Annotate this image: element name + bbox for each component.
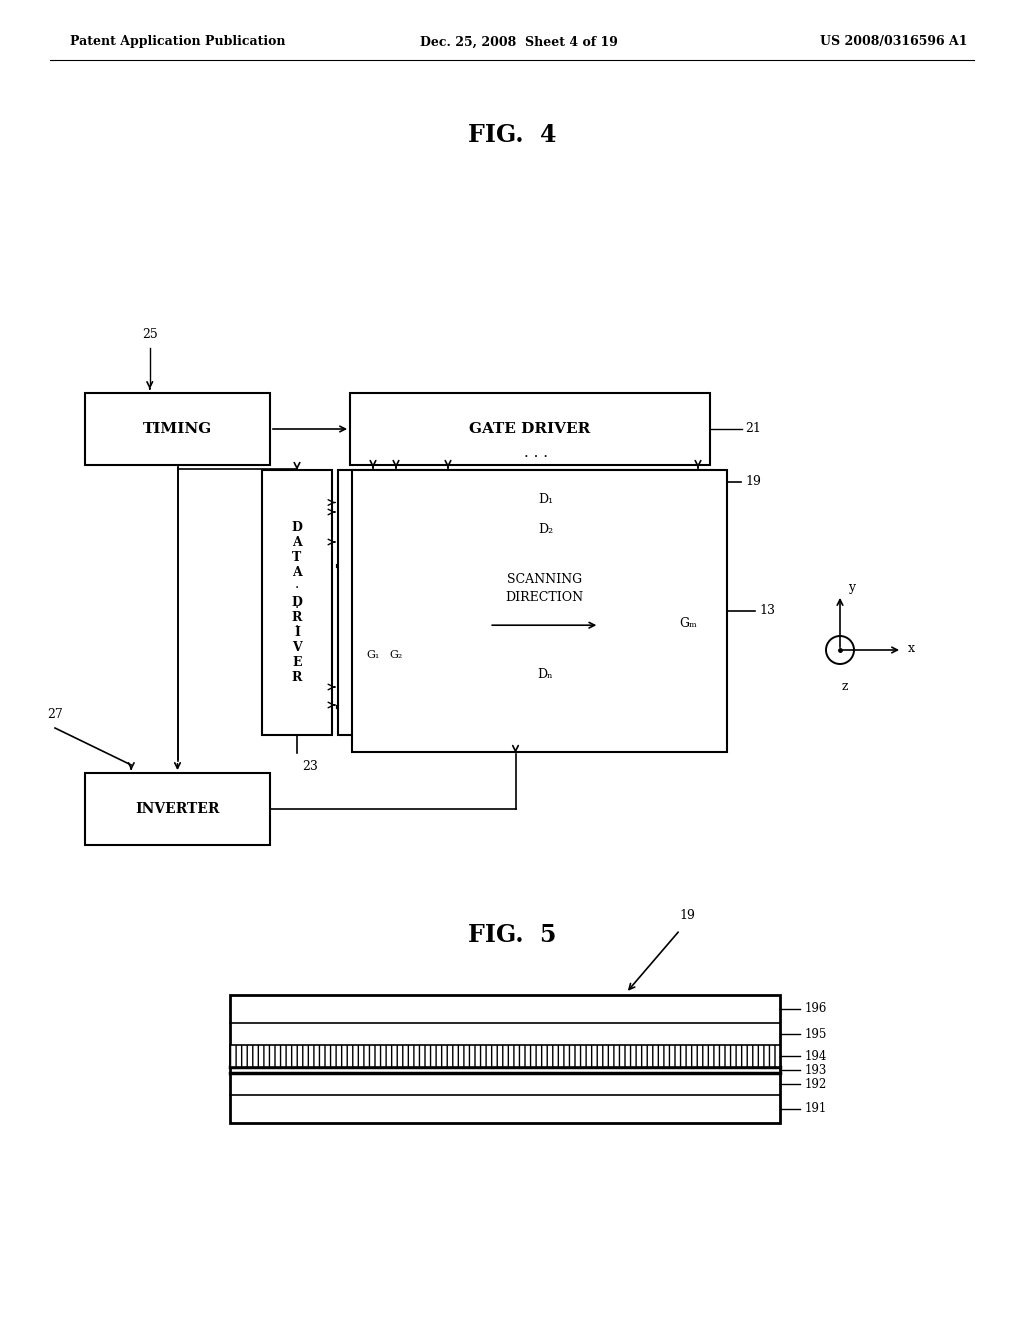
Text: 23: 23 [302, 760, 317, 774]
Text: TIMING: TIMING [143, 422, 212, 436]
Text: 192: 192 [805, 1077, 827, 1090]
Text: 19: 19 [679, 909, 695, 921]
Text: G₁: G₁ [367, 651, 380, 660]
Text: FIG.  4: FIG. 4 [468, 123, 556, 147]
Text: G₂: G₂ [389, 651, 402, 660]
Text: 193: 193 [805, 1064, 827, 1077]
Text: D
A
T
A

D
R
I
V
E
R: D A T A D R I V E R [292, 521, 302, 684]
Text: 25: 25 [142, 327, 158, 341]
Text: 196: 196 [805, 1002, 827, 1015]
Text: 27: 27 [47, 708, 62, 721]
FancyBboxPatch shape [338, 470, 713, 735]
FancyBboxPatch shape [230, 1045, 780, 1067]
FancyBboxPatch shape [262, 470, 332, 735]
Text: US 2008/0316596 A1: US 2008/0316596 A1 [820, 36, 968, 49]
Text: 191: 191 [805, 1102, 827, 1115]
FancyBboxPatch shape [85, 393, 270, 465]
Text: 194: 194 [805, 1049, 827, 1063]
Text: DIRECTION: DIRECTION [505, 591, 584, 603]
Text: FIG.  5: FIG. 5 [468, 923, 556, 946]
Text: . . .: . . . [523, 446, 548, 459]
Text: 13: 13 [759, 605, 775, 618]
Text: Gₘ: Gₘ [679, 618, 697, 630]
Text: INVERTER: INVERTER [135, 803, 220, 816]
Text: D₂: D₂ [538, 523, 553, 536]
Text: Dₙ: Dₙ [538, 668, 553, 681]
Text: Dec. 25, 2008  Sheet 4 of 19: Dec. 25, 2008 Sheet 4 of 19 [420, 36, 617, 49]
FancyBboxPatch shape [350, 393, 710, 465]
Text: Patent Application Publication: Patent Application Publication [70, 36, 286, 49]
Text: SCANNING: SCANNING [507, 573, 582, 586]
FancyBboxPatch shape [230, 995, 780, 1123]
Text: z: z [842, 680, 848, 693]
Text: GATE DRIVER: GATE DRIVER [469, 422, 591, 436]
Text: y: y [848, 582, 855, 594]
Text: ·
·
·: · · · [295, 581, 299, 635]
Text: x: x [908, 642, 915, 655]
FancyBboxPatch shape [85, 774, 270, 845]
Text: D₁: D₁ [538, 492, 553, 506]
Text: 195: 195 [805, 1027, 827, 1040]
FancyBboxPatch shape [352, 470, 727, 752]
Text: 19: 19 [745, 475, 761, 488]
Text: 21: 21 [745, 422, 761, 436]
